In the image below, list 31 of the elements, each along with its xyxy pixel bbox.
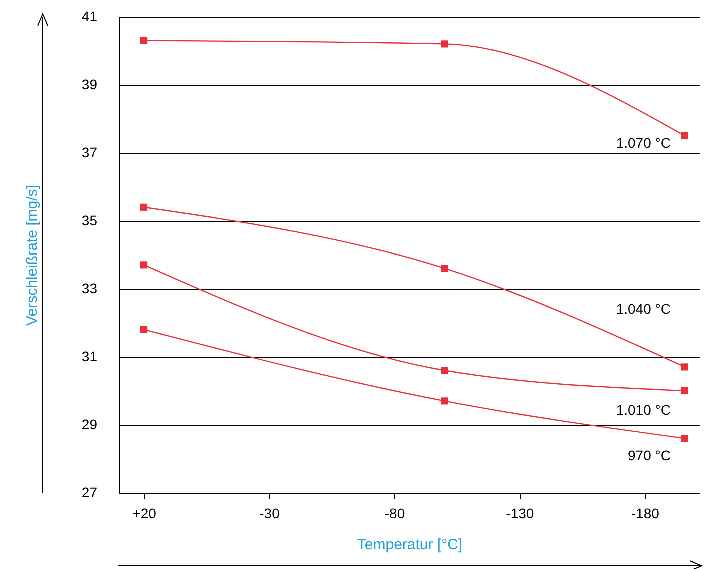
point bbox=[681, 435, 689, 442]
point bbox=[140, 326, 148, 334]
point bbox=[441, 265, 448, 272]
y-axis-title: Verschleißrate [mg/s] bbox=[24, 185, 41, 326]
point bbox=[140, 37, 148, 44]
series-label: 1.010 °C bbox=[616, 402, 671, 418]
y-tick-label: 41 bbox=[82, 8, 98, 24]
x-axis-title: Temperatur [°C] bbox=[357, 536, 463, 554]
series-label: 1.070 °C bbox=[616, 135, 671, 151]
point bbox=[681, 387, 689, 395]
point bbox=[441, 40, 448, 48]
point bbox=[681, 364, 689, 371]
y-tick-label: 29 bbox=[82, 416, 98, 432]
point bbox=[441, 367, 448, 374]
x-tick-label: +20 bbox=[132, 506, 157, 522]
series-label: 970 °C bbox=[628, 448, 671, 464]
x-tick-label: -180 bbox=[631, 506, 660, 522]
y-tick-label: 37 bbox=[82, 144, 98, 160]
point bbox=[140, 262, 148, 269]
x-tick-label: -80 bbox=[384, 506, 406, 522]
y-tick-label: 39 bbox=[82, 76, 98, 92]
point bbox=[140, 204, 148, 211]
x-tick-label: -130 bbox=[506, 506, 534, 522]
y-tick-label: 31 bbox=[82, 348, 98, 364]
x-tick-label: -30 bbox=[260, 506, 280, 522]
point bbox=[441, 398, 448, 405]
y-tick-label: 27 bbox=[82, 484, 98, 500]
y-tick-label: 33 bbox=[82, 280, 98, 296]
point bbox=[681, 132, 689, 140]
y-tick-label: 35 bbox=[82, 212, 98, 228]
series-label: 1.040 °C bbox=[616, 301, 671, 318]
